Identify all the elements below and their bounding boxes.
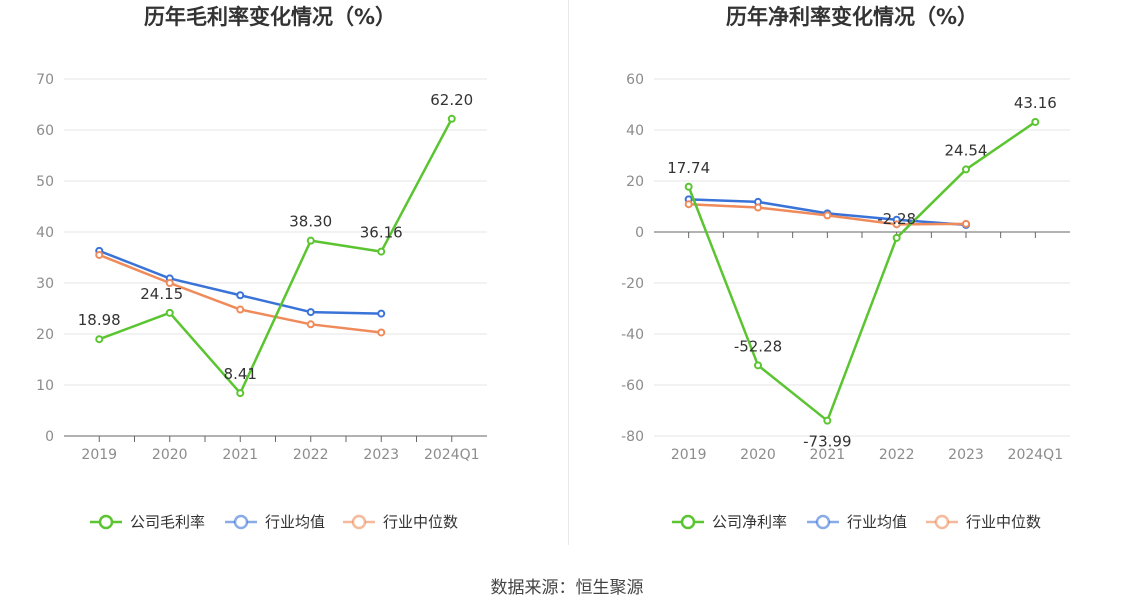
legend-label: 行业中位数 — [966, 513, 1041, 531]
y-tick-label: 40 — [36, 225, 54, 241]
legend-marker — [351, 514, 367, 530]
data-point-company — [306, 236, 315, 245]
y-tick-label: 20 — [626, 174, 644, 190]
data-point-company — [236, 389, 245, 398]
data-label: 24.54 — [945, 141, 988, 159]
data-point-industry-median — [823, 211, 832, 220]
chart-title: 历年净利率变化情况（%） — [726, 5, 978, 29]
y-tick-label: 0 — [45, 429, 54, 445]
data-point-industry-median — [962, 219, 970, 228]
panel-divider — [568, 0, 569, 545]
data-point-company — [892, 233, 901, 242]
legend-item-company: 公司净利率 — [672, 513, 787, 531]
data-point-company — [447, 114, 456, 123]
data-point-industry-avg — [236, 291, 245, 300]
y-tick-label: 30 — [36, 276, 54, 292]
legend-marker — [815, 514, 831, 530]
x-tick-label: 2020 — [152, 447, 188, 463]
net-margin-chart: 历年净利率变化情况（%） -80 -60 -40 -20 0 20 40 60 2019 2020 2… — [621, 5, 1070, 531]
y-tick-label: -60 — [621, 378, 644, 394]
legend-label: 行业中位数 — [383, 513, 458, 531]
legend-marker — [680, 514, 696, 530]
data-point-industry-avg — [306, 308, 315, 317]
data-point-company — [95, 335, 104, 344]
y-tick-label: -40 — [621, 327, 644, 343]
net-margin-chart-panel: 历年净利率变化情况（%） -80 -60 -40 -20 0 20 40 60 2019 2020 2… — [567, 0, 1134, 560]
data-point-industry-median — [754, 203, 762, 212]
series-line-company — [98, 118, 453, 395]
y-tick-label: -80 — [621, 429, 644, 445]
data-point-company — [962, 165, 970, 174]
legend-item-company: 公司毛利率 — [90, 513, 205, 531]
x-tick-label: 2023 — [948, 447, 984, 463]
data-label: 36.16 — [360, 224, 403, 242]
x-tick-label: 2021 — [222, 447, 258, 463]
data-point-company — [754, 361, 762, 370]
x-tick-label: 2022 — [293, 447, 329, 463]
y-tick-label: -20 — [621, 276, 644, 292]
data-point-industry-median — [377, 328, 386, 337]
x-tick-label: 2024Q1 — [1008, 447, 1064, 463]
y-tick-label: 50 — [36, 174, 54, 190]
data-point-industry-median — [892, 220, 901, 229]
y-tick-label: 0 — [635, 225, 644, 241]
data-label: -52.28 — [734, 337, 782, 355]
data-point-industry-median — [684, 200, 693, 209]
y-tick-label: 70 — [36, 72, 54, 88]
y-tick-label: 40 — [626, 123, 644, 139]
legend-label: 行业均值 — [265, 513, 325, 531]
data-point-company — [377, 247, 386, 256]
data-label: 18.98 — [78, 311, 121, 329]
gross-margin-chart: 历年毛利率变化情况（%） 0 10 20 30 40 50 60 70 2019 2020 2021 2… — [36, 5, 487, 531]
legend-item-industry-avg: 行业均值 — [225, 513, 325, 531]
x-tick-label: 2019 — [81, 447, 117, 463]
data-label: -73.99 — [803, 433, 851, 451]
data-point-company — [165, 308, 174, 317]
data-point-company — [823, 416, 832, 425]
data-source-label: 数据来源：恒生聚源 — [490, 578, 644, 598]
data-point-industry-avg — [377, 309, 386, 318]
legend-label: 公司净利率 — [712, 513, 787, 531]
legend-marker — [233, 514, 249, 530]
data-point-industry-median — [165, 279, 174, 287]
y-tick-label: 10 — [36, 378, 54, 394]
legend-item-industry-median: 行业中位数 — [926, 513, 1041, 531]
y-tick-label: 60 — [626, 72, 644, 88]
legend-marker — [98, 514, 114, 530]
data-point-company — [684, 182, 693, 191]
legend-item-industry-median: 行业中位数 — [343, 513, 458, 531]
legend-marker — [934, 514, 950, 530]
x-tick-label: 2023 — [363, 447, 399, 463]
data-point-company — [1031, 117, 1040, 126]
x-tick-label: 2024Q1 — [424, 447, 480, 463]
data-label: -2.28 — [877, 210, 916, 228]
legend-item-industry-avg: 行业均值 — [807, 513, 907, 531]
series-line-industry-avg — [98, 249, 382, 315]
x-tick-label: 2020 — [740, 447, 776, 463]
gross-margin-chart-panel: 历年毛利率变化情况（%） 0 10 20 30 40 50 60 70 2019 2020 2021 2… — [0, 0, 567, 560]
y-tick-label: 60 — [36, 123, 54, 139]
x-tick-label: 2022 — [879, 447, 915, 463]
data-point-industry-median — [306, 320, 315, 329]
data-label: 62.20 — [430, 91, 473, 109]
data-label: 24.15 — [140, 285, 183, 303]
data-point-industry-median — [236, 305, 245, 314]
data-point-industry-median — [95, 250, 104, 259]
data-label: 38.30 — [289, 213, 332, 231]
data-label: 8.41 — [224, 365, 257, 383]
legend-label: 行业均值 — [847, 513, 907, 531]
y-tick-label: 20 — [36, 327, 54, 343]
x-tick-label: 2019 — [671, 447, 707, 463]
data-label: 43.16 — [1014, 94, 1057, 112]
series-line-company — [687, 120, 1037, 422]
x-tick-label: 2021 — [810, 447, 846, 463]
chart-title: 历年毛利率变化情况（%） — [144, 5, 396, 29]
data-label: 17.74 — [667, 159, 710, 177]
legend-label: 公司毛利率 — [130, 513, 205, 531]
